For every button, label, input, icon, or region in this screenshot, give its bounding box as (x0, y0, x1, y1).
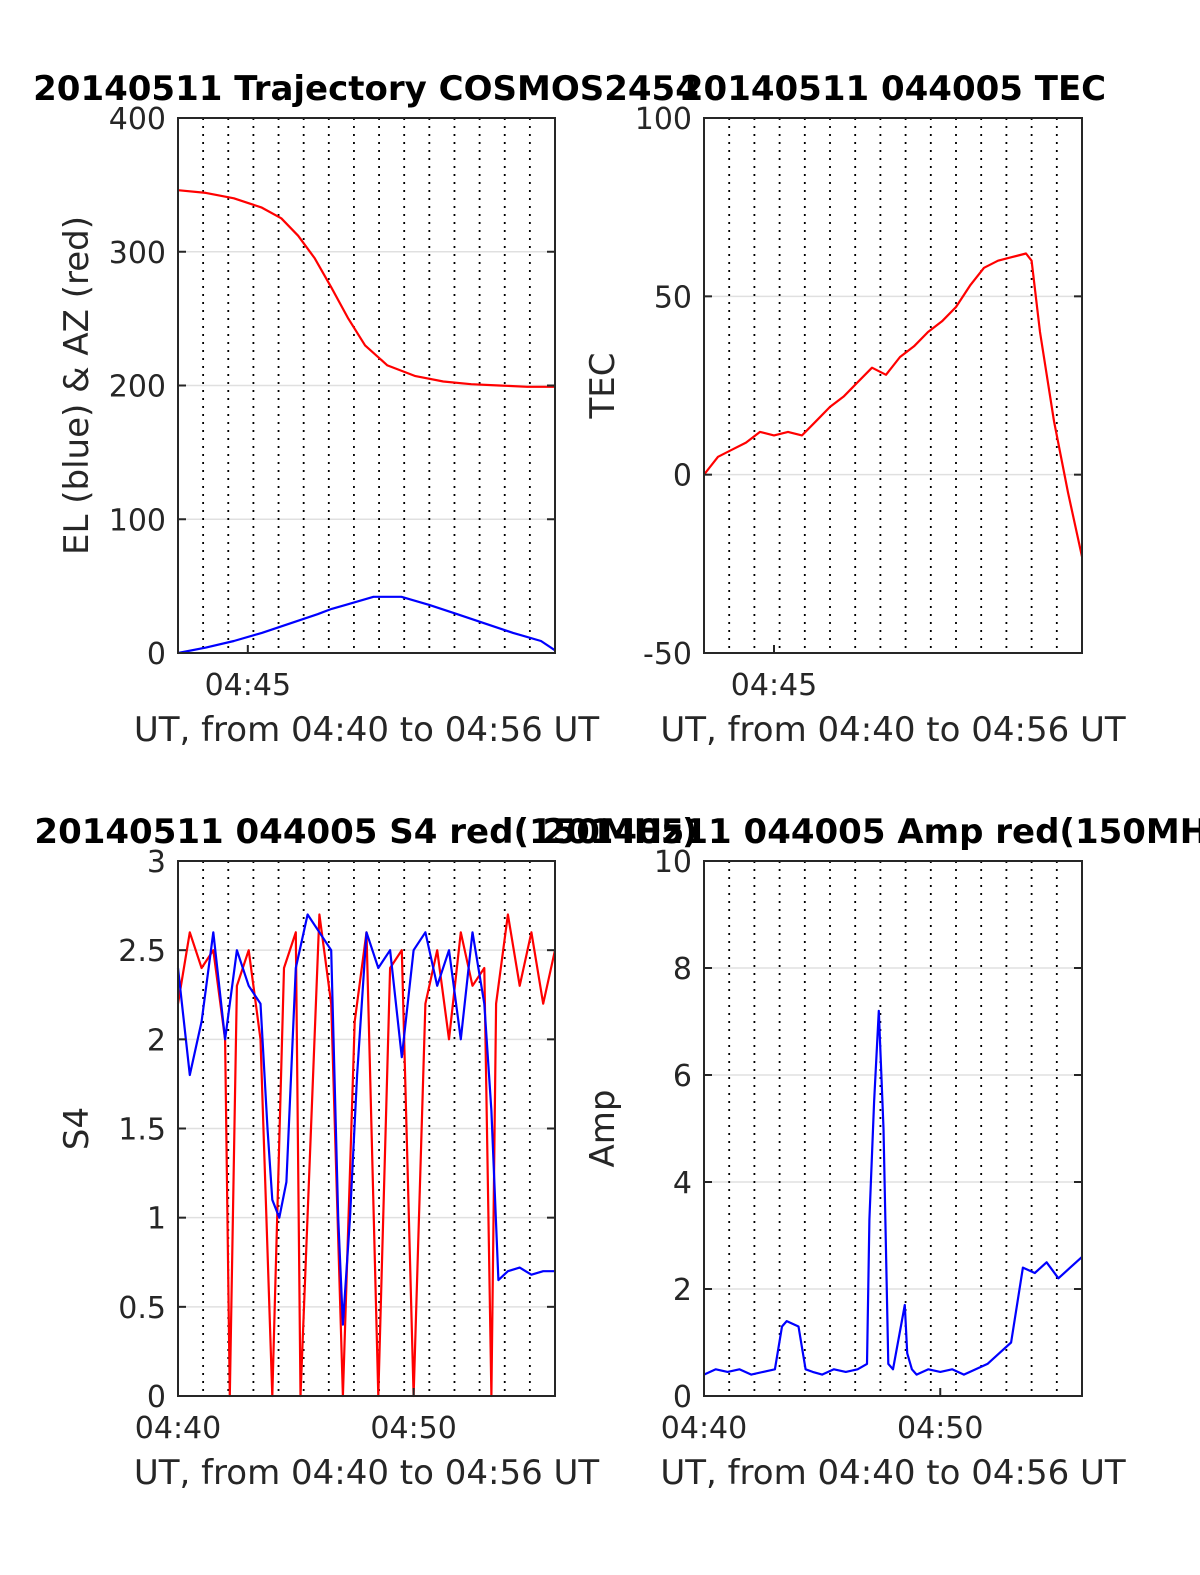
y-tick-label: 400 (109, 102, 166, 137)
y-tick-label: 3 (147, 845, 166, 880)
series-line-1 (177, 595, 556, 655)
series-line-0 (703, 1009, 1083, 1376)
x-tick-label: 04:50 (370, 1411, 456, 1446)
x-axis-label: UT, from 04:40 to 04:56 UT (660, 1453, 1126, 1493)
x-tick-label: 04:45 (731, 668, 817, 703)
chart-title: 20140511 044005 S4 red(150MHz) (34, 812, 697, 852)
y-tick-label: 2 (673, 1273, 692, 1308)
axes-box (703, 860, 1083, 1397)
x-axis-label: UT, from 04:40 to 04:56 UT (134, 1453, 600, 1493)
y-axis-label: Amp (583, 1090, 623, 1168)
chart-title: 20140511 044005 Amp red(150MHz) (542, 812, 1200, 852)
y-tick-label: 100 (635, 102, 692, 137)
chart-title: 20140511 044005 TEC (680, 69, 1106, 109)
series-line-0 (176, 913, 557, 1398)
y-tick-label: 6 (673, 1059, 692, 1094)
s4-chart: 0 0.5 1 1.5 2 2.5 3 04:40 04:50 UT, from 04:40 to… (34, 812, 697, 1493)
y-tick-label: 1 (147, 1202, 166, 1237)
tec-chart: -50 0 50 100 04:45 UT, from 04:40 to 04:56 UT… (583, 69, 1126, 750)
y-tick-label: 200 (109, 370, 166, 405)
y-axis-label: TEC (583, 353, 623, 420)
axes-box (703, 117, 1083, 654)
series-line-0 (177, 189, 555, 388)
series-line-1 (176, 913, 555, 1326)
x-axis-label: UT, from 04:40 to 04:56 UT (660, 710, 1126, 750)
x-axis-label: UT, from 04:40 to 04:56 UT (134, 710, 600, 750)
series-line-0 (703, 252, 1084, 557)
y-tick-label: 0 (147, 1380, 166, 1415)
x-tick-label: 04:50 (897, 1411, 983, 1446)
y-tick-label: 300 (109, 236, 166, 271)
chart-title: 20140511 Trajectory COSMOS2454 (33, 69, 699, 109)
trajectory-chart: 0 100 200 300 400 04:45 UT, from 04:40 to 04:5… (33, 69, 699, 750)
y-tick-label: 0 (673, 1380, 692, 1415)
y-tick-label: 0.5 (118, 1291, 166, 1326)
x-tick-label: 04:40 (135, 1411, 221, 1446)
y-tick-label: 10 (654, 845, 692, 880)
x-tick-label: 04:40 (661, 1411, 747, 1446)
y-axis-label: EL (blue) & AZ (red) (57, 216, 97, 555)
y-tick-label: 2.5 (118, 934, 166, 969)
x-tick-label: 04:45 (205, 668, 291, 703)
y-axis-label: S4 (57, 1107, 97, 1150)
y-tick-label: 4 (673, 1166, 692, 1201)
y-tick-label: 100 (109, 503, 166, 538)
amp-chart: 0 2 4 6 8 10 04:40 04:50 UT, from 04:40 to 04:56… (542, 812, 1200, 1493)
y-tick-label: 0 (673, 459, 692, 494)
y-tick-label: 8 (673, 952, 692, 987)
y-tick-label: 0 (147, 637, 166, 672)
y-tick-label: 50 (654, 280, 692, 315)
y-tick-label: -50 (643, 637, 692, 672)
y-tick-label: 2 (147, 1023, 166, 1058)
y-tick-label: 1.5 (118, 1113, 166, 1148)
